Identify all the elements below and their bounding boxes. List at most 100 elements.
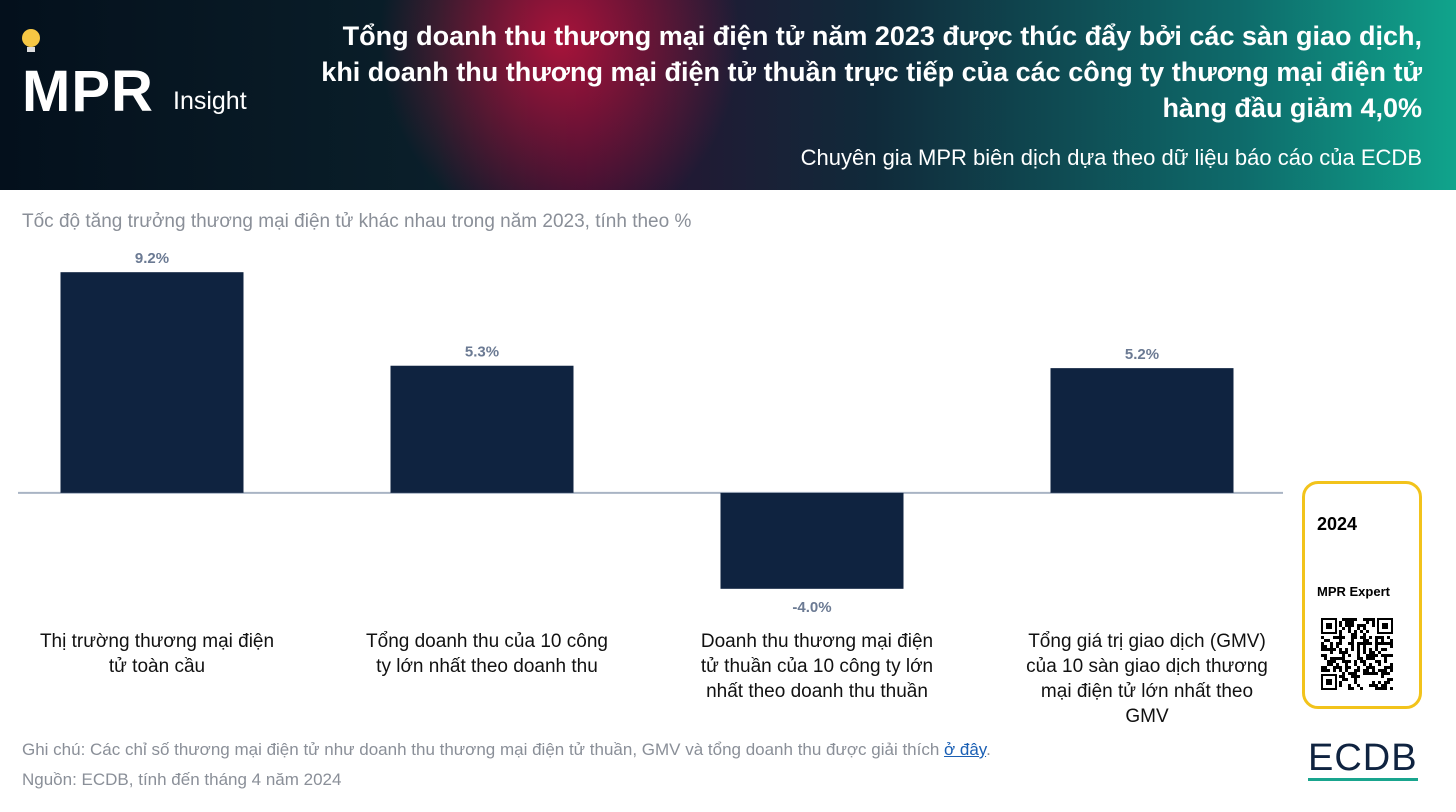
qr-cell: [1390, 663, 1393, 666]
qr-cell: [1354, 678, 1357, 681]
brand-logo: ECDB: [1308, 737, 1418, 781]
qr-cell: [1369, 648, 1372, 651]
value-label: -4.0%: [792, 599, 831, 616]
qr-cell: [1321, 666, 1324, 669]
qr-cell: [1363, 645, 1366, 648]
qr-cell: [1357, 648, 1360, 651]
qr-cell: [1369, 636, 1372, 639]
qr-cell: [1351, 639, 1354, 642]
qr-cell: [1375, 687, 1378, 690]
qr-cell: [1345, 651, 1348, 654]
qr-cell: [1357, 627, 1360, 630]
qr-cell: [1357, 624, 1360, 627]
qr-cell: [1351, 633, 1354, 636]
qr-cell: [1378, 651, 1381, 654]
note-link[interactable]: ở đây: [944, 740, 987, 759]
category-label: Thị trường thương mại điện tử toàn cầu: [39, 631, 275, 677]
qr-cell: [1354, 630, 1357, 633]
qr-cell: [1345, 663, 1348, 666]
qr-cell: [1351, 675, 1354, 678]
qr-cell: [1372, 681, 1375, 684]
qr-cell: [1339, 657, 1342, 660]
qr-cell: [1342, 627, 1345, 630]
qr-cell: [1330, 642, 1333, 645]
qr-cell: [1357, 642, 1360, 645]
qr-cell: [1363, 642, 1366, 645]
qr-cell: [1351, 636, 1354, 639]
qr-cell: [1375, 639, 1378, 642]
qr-cell: [1369, 642, 1372, 645]
qr-finder: [1326, 623, 1332, 629]
qr-cell: [1339, 675, 1342, 678]
qr-cell: [1372, 669, 1375, 672]
qr-cell: [1363, 618, 1366, 621]
qr-code: [1321, 618, 1393, 690]
qr-cell: [1372, 654, 1375, 657]
qr-cell: [1357, 657, 1360, 660]
qr-cell: [1351, 672, 1354, 675]
qr-cell: [1366, 621, 1369, 624]
qr-cell: [1381, 675, 1384, 678]
qr-cell: [1381, 639, 1384, 642]
qr-cell: [1372, 651, 1375, 654]
qr-cell: [1333, 669, 1336, 672]
qr-cell: [1384, 687, 1387, 690]
qr-finder: [1326, 679, 1332, 685]
qr-cell: [1381, 687, 1384, 690]
qr-cell: [1348, 627, 1351, 630]
category-label: Doanh thu thương mại điện tử thuần của 1…: [700, 631, 934, 702]
qr-cell: [1321, 669, 1324, 672]
qr-cell: [1384, 672, 1387, 675]
chart-title: Tốc độ tăng trưởng thương mại điện tử kh…: [22, 211, 692, 232]
qr-cell: [1354, 660, 1357, 663]
qr-cell: [1336, 636, 1339, 639]
qr-cell: [1363, 639, 1366, 642]
qr-cell: [1381, 654, 1384, 657]
qr-cell: [1330, 651, 1333, 654]
plot: 9.2% 5.3% -4.0% 5.2%: [18, 250, 1283, 616]
qr-cell: [1378, 663, 1381, 666]
qr-cell: [1327, 669, 1330, 672]
qr-cell: [1333, 666, 1336, 669]
qr-cell: [1336, 642, 1339, 645]
qr-cell: [1321, 642, 1324, 645]
qr-cell: [1366, 657, 1369, 660]
qr-cell: [1381, 672, 1384, 675]
qr-cell: [1351, 648, 1354, 651]
bar: [1050, 368, 1234, 493]
qr-cell: [1387, 654, 1390, 657]
qr-cell: [1357, 669, 1360, 672]
card-label: MPR Expert: [1317, 584, 1390, 599]
qr-cell: [1369, 618, 1372, 621]
qr-cell: [1390, 687, 1393, 690]
qr-cell: [1363, 651, 1366, 654]
qr-cell: [1363, 663, 1366, 666]
qr-cell: [1384, 669, 1387, 672]
qr-cell: [1354, 672, 1357, 675]
qr-cell: [1345, 618, 1348, 621]
qr-cell: [1363, 672, 1366, 675]
qr-cell: [1381, 684, 1384, 687]
qr-cell: [1324, 648, 1327, 651]
qr-cell: [1363, 660, 1366, 663]
qr-cell: [1351, 618, 1354, 621]
qr-cell: [1324, 669, 1327, 672]
qr-cell: [1384, 666, 1387, 669]
bar: [390, 365, 574, 493]
qr-cell: [1372, 666, 1375, 669]
qr-cell: [1378, 636, 1381, 639]
qr-cell: [1375, 648, 1378, 651]
qr-cell: [1360, 660, 1363, 663]
qr-cell: [1345, 669, 1348, 672]
qr-cell: [1357, 684, 1360, 687]
qr-cell: [1324, 639, 1327, 642]
qr-cell: [1375, 642, 1378, 645]
qr-cell: [1342, 660, 1345, 663]
qr-cell: [1390, 639, 1393, 642]
qr-cell: [1360, 636, 1363, 639]
qr-cell: [1363, 624, 1366, 627]
qr-cell: [1345, 624, 1348, 627]
qr-cell: [1384, 654, 1387, 657]
qr-cell: [1381, 648, 1384, 651]
qr-cell: [1363, 669, 1366, 672]
